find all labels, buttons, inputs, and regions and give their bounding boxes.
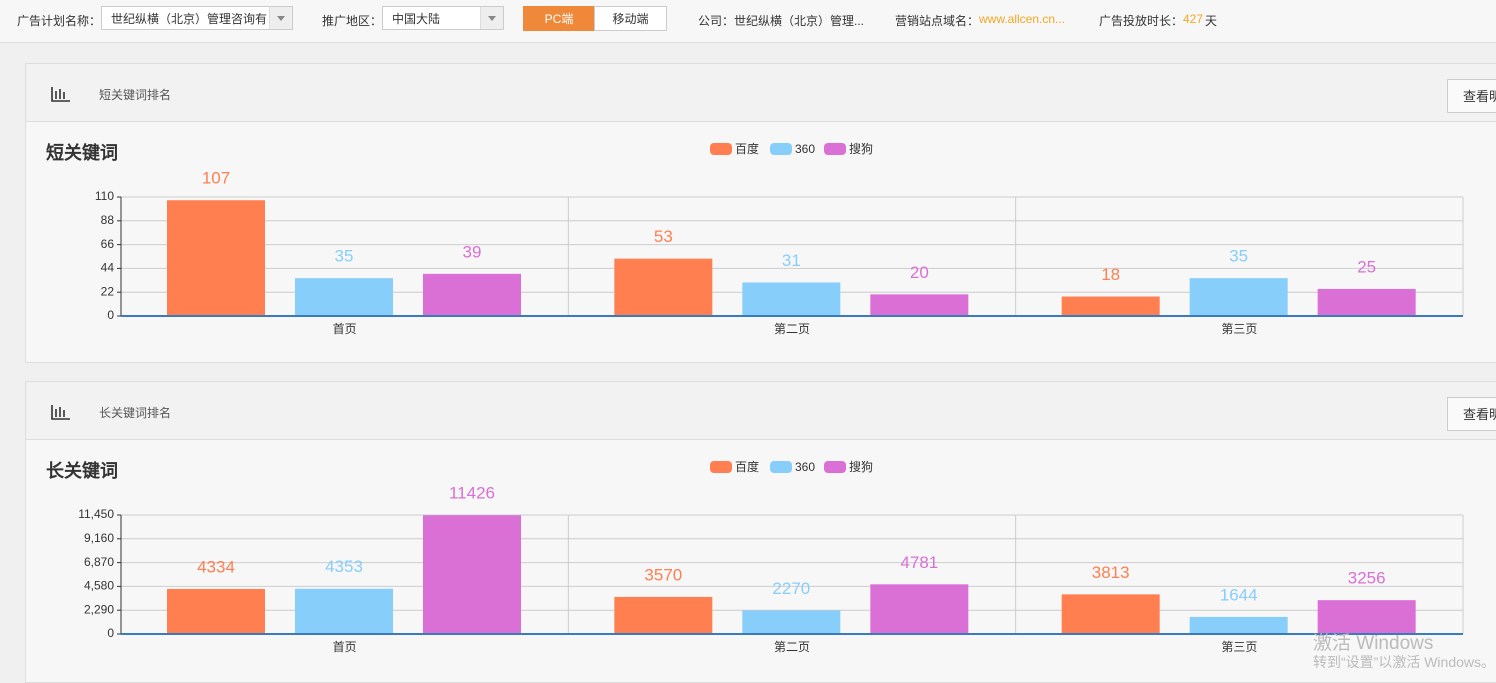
detail-button[interactable]: 查看明细 <box>1447 79 1496 113</box>
legend-swatch <box>770 143 792 155</box>
region-select[interactable]: 中国大陆 <box>382 6 504 30</box>
y-tick-label: 22 <box>101 284 115 298</box>
bar <box>423 273 521 316</box>
panel-header: 长关键词排名 查看明细 <box>26 382 1496 440</box>
y-tick-label: 0 <box>107 308 114 322</box>
legend-label: 360 <box>795 142 815 156</box>
y-tick-label: 6,870 <box>84 555 114 569</box>
domain: www.allcen.cn... <box>979 12 1066 26</box>
x-tick-label: 首页 <box>333 322 357 336</box>
value-label: 3256 <box>1348 569 1386 588</box>
value-label: 35 <box>335 247 354 266</box>
legend-swatch <box>710 143 732 155</box>
company: 公司：世纪纵横（北京）管理... <box>698 14 865 28</box>
legend-label: 百度 <box>735 459 759 474</box>
legend-label: 百度 <box>735 141 759 156</box>
toolbar: 广告计划名称： 世纪纵横（北京）管理咨询有限公司 推广地区： 中国大陆 PC端 … <box>0 0 1496 43</box>
label: 广告投放时长： <box>1099 14 1184 28</box>
watermark: 激活 Windows <box>1313 633 1434 654</box>
tab[interactable]: 移动端 <box>594 6 667 31</box>
value-label: 107 <box>202 169 230 188</box>
bar <box>614 596 713 634</box>
chart-icon <box>51 87 70 102</box>
legend-label: 360 <box>795 460 815 474</box>
y-tick-label: 44 <box>101 261 115 275</box>
legend-swatch <box>824 461 846 473</box>
x-tick-label: 第三页 <box>1221 640 1257 654</box>
tab[interactable]: PC端 <box>523 6 595 31</box>
bar <box>167 200 265 316</box>
chart-title: 短关键词 <box>46 142 118 163</box>
legend-swatch <box>770 461 792 473</box>
panel-title: 长关键词排名 <box>99 406 172 420</box>
value: 世纪纵横（北京）管理咨询有限公司 <box>111 12 268 26</box>
value-label: 2270 <box>772 579 810 598</box>
bar <box>870 584 969 634</box>
value-label: 3570 <box>644 565 682 584</box>
value-label: 31 <box>782 251 801 270</box>
x-tick-label: 首页 <box>333 640 357 654</box>
chart-icon <box>51 405 70 420</box>
bar <box>295 588 393 634</box>
value-label: 25 <box>1357 257 1376 276</box>
label: 广告计划名称： <box>17 14 102 28</box>
panel-header: 短关键词排名 查看明细 <box>26 64 1496 122</box>
y-tick-label: 4,580 <box>84 579 114 593</box>
label: 营销站点域名： <box>895 14 980 28</box>
y-tick-label: 66 <box>101 237 115 251</box>
x-tick-label: 第二页 <box>774 322 810 336</box>
bar <box>870 294 969 316</box>
bar <box>614 258 713 316</box>
chart-title: 长关键词 <box>46 460 118 481</box>
bar <box>1061 594 1160 634</box>
value-label: 1644 <box>1220 585 1258 604</box>
value-label: 39 <box>463 242 482 261</box>
value-label: 4353 <box>325 557 363 576</box>
bar <box>167 588 265 634</box>
bar <box>742 282 841 316</box>
value-label: 20 <box>910 263 929 282</box>
bar <box>1189 278 1288 316</box>
value-label: 18 <box>1101 265 1120 284</box>
legend-swatch <box>710 461 732 473</box>
label: 推广地区： <box>322 14 383 28</box>
watermark: 转到“设置”以激活 Windows。 <box>1313 654 1496 670</box>
detail-button[interactable]: 查看明细 <box>1447 397 1496 431</box>
y-tick-label: 9,160 <box>84 531 114 545</box>
x-tick-label: 第三页 <box>1221 322 1257 336</box>
duration: 427 <box>1183 12 1204 26</box>
legend-label: 搜狗 <box>849 459 873 474</box>
y-tick-label: 110 <box>95 189 114 203</box>
bar <box>1317 600 1416 634</box>
bar <box>1189 616 1288 634</box>
value-label: 53 <box>654 227 673 246</box>
plan-select[interactable]: 世纪纵横（北京）管理咨询有限公司 <box>101 6 293 30</box>
legend-swatch <box>824 143 846 155</box>
unit: 天 <box>1205 14 1218 28</box>
value-label: 11426 <box>449 484 495 503</box>
value-label: 4334 <box>197 557 235 576</box>
bar <box>742 610 841 634</box>
bar <box>295 278 393 316</box>
y-tick-label: 2,290 <box>84 602 114 616</box>
y-tick-label: 88 <box>101 213 115 227</box>
x-tick-label: 第二页 <box>774 640 810 654</box>
value-label: 35 <box>1229 247 1248 266</box>
bar <box>423 515 521 634</box>
y-tick-label: 11,450 <box>78 507 114 521</box>
y-tick-label: 0 <box>107 626 114 640</box>
value: 中国大陆 <box>392 12 441 26</box>
value-label: 3813 <box>1092 563 1130 582</box>
value-label: 4781 <box>900 553 938 572</box>
bar <box>1317 288 1416 316</box>
legend-label: 搜狗 <box>849 141 873 156</box>
panel-title: 短关键词排名 <box>99 88 172 102</box>
bar <box>1061 296 1160 316</box>
